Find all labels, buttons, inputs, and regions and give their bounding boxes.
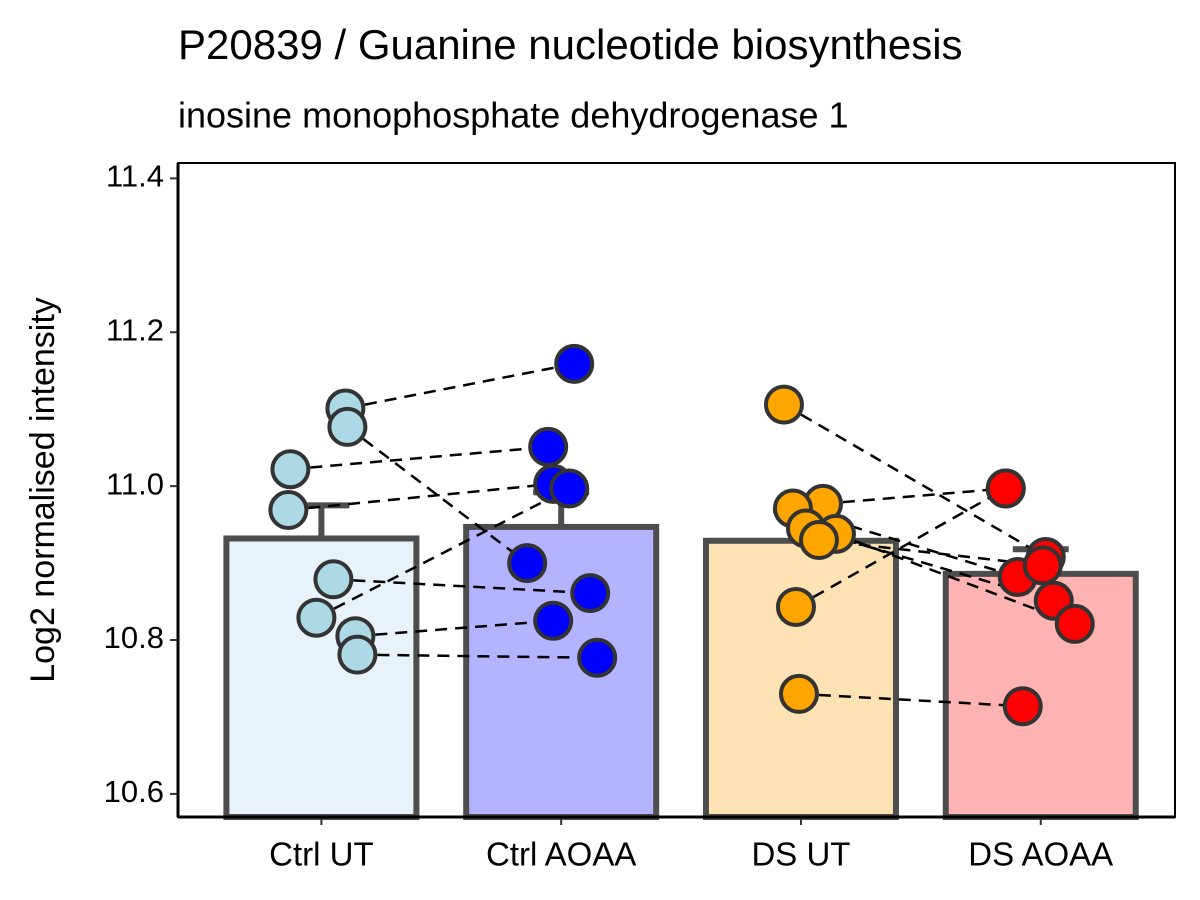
data-point <box>1054 603 1095 644</box>
data-point <box>533 600 574 641</box>
data-point <box>798 520 839 561</box>
pair-line <box>818 538 1043 567</box>
y-tick-label: 10.6 <box>104 774 164 809</box>
pair-line <box>355 619 554 638</box>
data-point <box>337 634 378 675</box>
chart-title: P20839 / Guanine nucleotide biosynthesis <box>178 21 963 68</box>
data-point <box>296 597 337 638</box>
y-tick-label: 11.2 <box>106 312 164 347</box>
data-point <box>507 543 548 584</box>
y-tick-label: 11.4 <box>106 159 164 194</box>
pair-line <box>345 362 575 410</box>
pair-line <box>822 487 1006 506</box>
data-point <box>577 637 618 678</box>
pair-line <box>835 532 1076 626</box>
pair-line <box>288 482 554 512</box>
pair-line <box>333 578 591 595</box>
data-point <box>1002 686 1043 727</box>
x-tick-label: DS UT <box>751 836 850 873</box>
y-tick-label: 11.0 <box>106 466 164 501</box>
data-point <box>570 573 611 614</box>
bar <box>463 523 660 820</box>
data-point <box>270 449 311 490</box>
data-point <box>327 406 368 447</box>
pair-line <box>795 487 1007 609</box>
pair-line <box>290 445 549 471</box>
x-tick-label: DS AOAA <box>968 836 1113 873</box>
data-point <box>268 490 309 531</box>
bar <box>942 570 1139 821</box>
data-point <box>775 586 816 627</box>
data-point <box>763 384 804 425</box>
data-point <box>313 559 354 600</box>
y-tick-label: 10.8 <box>104 620 164 655</box>
pair-line <box>315 487 570 619</box>
pair-line <box>798 692 1023 708</box>
data-point <box>985 468 1026 509</box>
data-point <box>528 426 569 467</box>
y-axis-label: Log2 normalised intensity <box>24 297 62 683</box>
data-point <box>554 343 595 384</box>
x-tick-label: Ctrl AOAA <box>486 836 636 873</box>
data-point <box>1022 545 1063 586</box>
x-tick-label: Ctrl UT <box>269 836 373 873</box>
chart-subtitle: inosine monophosphate dehydrogenase 1 <box>178 95 849 136</box>
data-point <box>549 468 590 509</box>
pair-line <box>346 425 528 565</box>
data-point <box>778 673 819 714</box>
pair-line <box>783 403 1047 559</box>
